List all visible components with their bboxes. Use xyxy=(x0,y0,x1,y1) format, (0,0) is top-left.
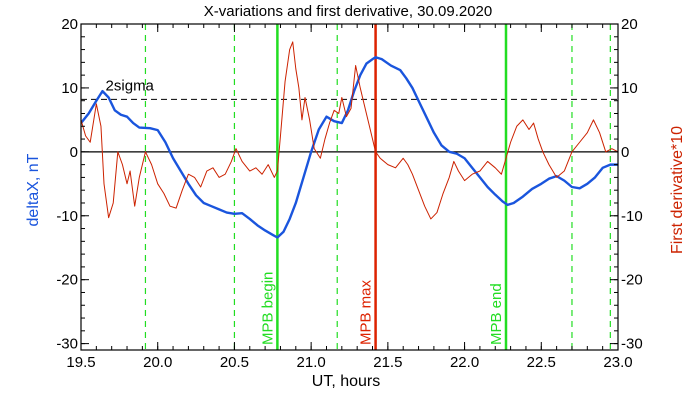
plot-frame xyxy=(80,23,619,351)
right-y-axis-label: First derivative*10 xyxy=(669,126,686,254)
threshold-label: 2sigma xyxy=(106,77,155,94)
marker-label-0: MPB begin xyxy=(259,272,276,345)
y-tick-label-right: 20 xyxy=(621,16,638,33)
y-tick-label-left: -20 xyxy=(56,272,78,289)
x-tick-label: 20.0 xyxy=(143,354,172,371)
chart-title: X-variations and first derivative, 30.09… xyxy=(204,3,493,20)
x-axis-label: UT, hours xyxy=(312,373,380,390)
y-tick-label-right: -20 xyxy=(621,272,643,289)
x-tick-label: 21.5 xyxy=(373,354,402,371)
y-tick-label-right: -30 xyxy=(621,336,643,353)
y-tick-label-left: 20 xyxy=(61,16,78,33)
y-tick-label-right: 0 xyxy=(621,144,629,161)
axis-ticks: 19.5 20.0 20.5 21.0 21.5 22.0 22.5 23.0-30 -30-2… xyxy=(56,16,642,371)
y-tick-label-right: 10 xyxy=(621,80,638,97)
x-tick-label: 23.0 xyxy=(603,354,632,371)
y-tick-label-left: 10 xyxy=(61,80,78,97)
series-line-1 xyxy=(81,41,618,220)
plot-area xyxy=(81,24,618,350)
marker-label-2: MPB end xyxy=(488,283,505,345)
x-tick-label: 19.5 xyxy=(66,354,95,371)
x-tick-label: 22.0 xyxy=(450,354,479,371)
x-tick-label: 22.5 xyxy=(527,354,556,371)
marker-label-1: MPB max xyxy=(358,279,375,345)
x-tick-label: 21.0 xyxy=(297,354,326,371)
y-tick-label-left: 0 xyxy=(70,144,78,161)
x-tick-label: 20.5 xyxy=(220,354,249,371)
y-tick-label-left: -10 xyxy=(56,208,78,225)
left-y-axis-label: deltaX, nT xyxy=(25,153,42,226)
plot-marks: 2sigma MPB begin MPB max MPB end xyxy=(81,24,618,350)
series-line-0 xyxy=(81,56,618,239)
y-tick-label-left: -30 xyxy=(56,336,78,353)
y-tick-label-right: -10 xyxy=(621,208,643,225)
